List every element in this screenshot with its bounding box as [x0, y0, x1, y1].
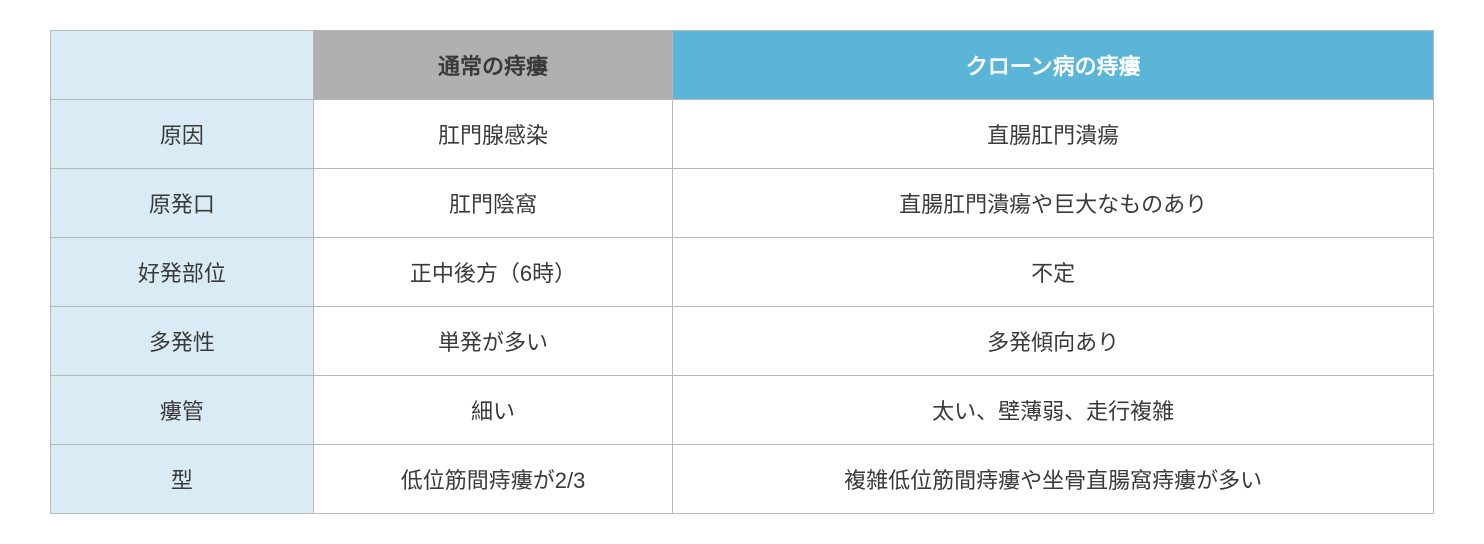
- row-label-multiplicity: 多発性: [51, 307, 314, 376]
- cell-normal-common-site: 正中後方（6時）: [313, 238, 673, 307]
- table-row: 原発口 肛門陰窩 直腸肛門潰瘍や巨大なものあり: [51, 169, 1434, 238]
- row-label-primary-opening: 原発口: [51, 169, 314, 238]
- table-row: 瘻管 細い 太い、壁薄弱、走行複雑: [51, 376, 1434, 445]
- row-label-cause: 原因: [51, 100, 314, 169]
- cell-crohn-primary-opening: 直腸肛門潰瘍や巨大なものあり: [673, 169, 1434, 238]
- cell-normal-type: 低位筋間痔瘻が2/3: [313, 445, 673, 514]
- cell-crohn-type: 複雑低位筋間痔瘻や坐骨直腸窩痔瘻が多い: [673, 445, 1434, 514]
- header-empty: [51, 31, 314, 100]
- cell-crohn-fistula-tract: 太い、壁薄弱、走行複雑: [673, 376, 1434, 445]
- table-row: 多発性 単発が多い 多発傾向あり: [51, 307, 1434, 376]
- table-row: 原因 肛門腺感染 直腸肛門潰瘍: [51, 100, 1434, 169]
- cell-crohn-multiplicity: 多発傾向あり: [673, 307, 1434, 376]
- cell-normal-fistula-tract: 細い: [313, 376, 673, 445]
- cell-normal-multiplicity: 単発が多い: [313, 307, 673, 376]
- header-normal-fistula: 通常の痔瘻: [313, 31, 673, 100]
- row-label-fistula-tract: 瘻管: [51, 376, 314, 445]
- row-label-type: 型: [51, 445, 314, 514]
- cell-crohn-cause: 直腸肛門潰瘍: [673, 100, 1434, 169]
- fistula-comparison-table: 通常の痔瘻 クローン病の痔瘻 原因 肛門腺感染 直腸肛門潰瘍 原発口 肛門陰窩 …: [50, 30, 1434, 514]
- cell-normal-primary-opening: 肛門陰窩: [313, 169, 673, 238]
- cell-normal-cause: 肛門腺感染: [313, 100, 673, 169]
- header-crohn-fistula: クローン病の痔瘻: [673, 31, 1434, 100]
- table-row: 型 低位筋間痔瘻が2/3 複雑低位筋間痔瘻や坐骨直腸窩痔瘻が多い: [51, 445, 1434, 514]
- row-label-common-site: 好発部位: [51, 238, 314, 307]
- table-row: 好発部位 正中後方（6時） 不定: [51, 238, 1434, 307]
- cell-crohn-common-site: 不定: [673, 238, 1434, 307]
- table-header-row: 通常の痔瘻 クローン病の痔瘻: [51, 31, 1434, 100]
